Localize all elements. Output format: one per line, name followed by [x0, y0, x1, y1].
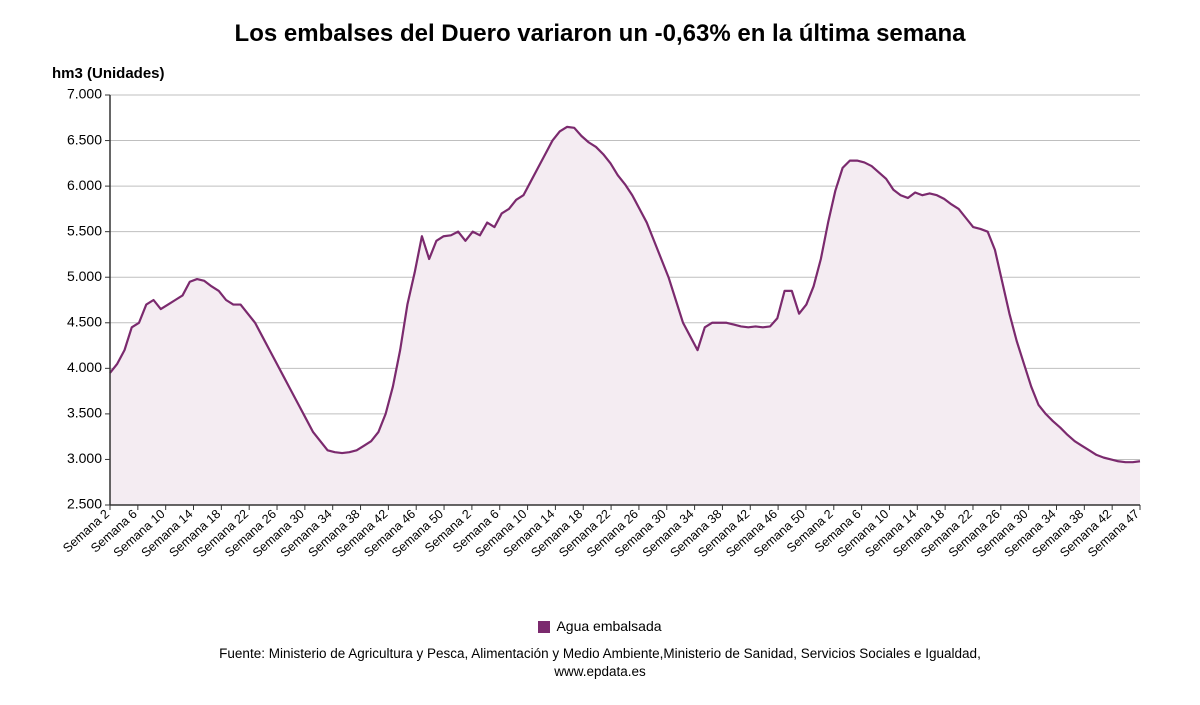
- svg-text:5.500: 5.500: [67, 222, 102, 238]
- svg-text:6.000: 6.000: [67, 177, 102, 193]
- chart-source: Fuente: Ministerio de Agricultura y Pesc…: [0, 645, 1200, 681]
- legend-label: Agua embalsada: [556, 618, 661, 634]
- svg-text:3.500: 3.500: [67, 405, 102, 421]
- chart-title: Los embalses del Duero variaron un -0,63…: [0, 0, 1200, 48]
- svg-text:7.000: 7.000: [67, 86, 102, 102]
- y-axis-title: hm3 (Unidades): [52, 65, 165, 82]
- source-line-2: www.epdata.es: [554, 664, 646, 679]
- legend-swatch: [538, 621, 550, 633]
- svg-text:5.000: 5.000: [67, 268, 102, 284]
- svg-text:3.000: 3.000: [67, 450, 102, 466]
- svg-text:4.000: 4.000: [67, 359, 102, 375]
- svg-text:6.500: 6.500: [67, 131, 102, 147]
- svg-text:4.500: 4.500: [67, 313, 102, 329]
- source-line-1: Fuente: Ministerio de Agricultura y Pesc…: [219, 646, 981, 661]
- chart-container: Los embalses del Duero variaron un -0,63…: [0, 0, 1200, 705]
- chart-legend: Agua embalsada: [0, 618, 1200, 634]
- chart-plot-area: 2.500 3.000 3.500 4.000 4.500 5.000 5.500 6.000…: [50, 85, 1150, 545]
- chart-svg: 2.500 3.000 3.500 4.000 4.500 5.000 5.500 6.000…: [50, 85, 1150, 605]
- svg-text:2.500: 2.500: [67, 496, 102, 512]
